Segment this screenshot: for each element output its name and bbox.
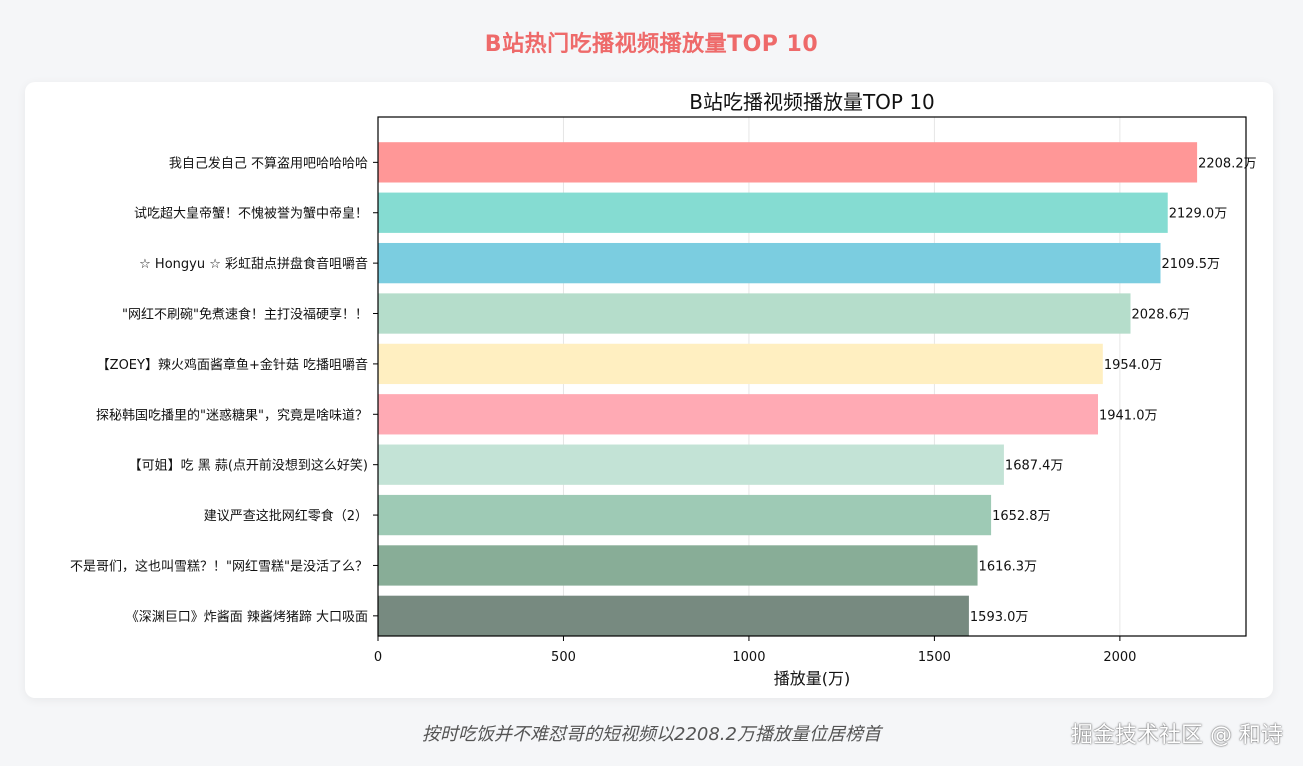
- data-label: 1616.3万: [979, 559, 1037, 574]
- page-title: B站热门吃播视频播放量TOP 10: [484, 32, 819, 57]
- chart-card: 2208.2万 我自己发自己 不算盗用吧哈哈哈哈 2129.0万 试吃超大皇帝蟹！不愧…: [25, 82, 1273, 698]
- category-label: 不是哥们，这也叫雪糕？！"网红雪糕"是没活了么？: [70, 558, 368, 574]
- chart-title: B站吃播视频播放量TOP 10: [689, 90, 935, 114]
- bar: [378, 142, 1198, 183]
- bar: [378, 444, 1004, 485]
- x-axis-label: 播放量(万): [774, 669, 851, 688]
- data-label: 1954.0万: [1104, 358, 1163, 373]
- category-label: 《深渊巨口》炸酱面 辣酱烤猪蹄 大口吸面: [126, 609, 368, 625]
- bar: [378, 545, 978, 586]
- bar: [378, 293, 1131, 334]
- bar: [378, 343, 1103, 385]
- data-label: 2129.0万: [1169, 207, 1228, 222]
- data-label: 1687.4万: [1005, 459, 1064, 474]
- bar: [378, 494, 992, 536]
- bar: [378, 394, 1098, 435]
- bar-chart: 2208.2万 我自己发自己 不算盗用吧哈哈哈哈 2129.0万 试吃超大皇帝蟹！不愧…: [70, 90, 1257, 688]
- x-tick-label: 2000: [1103, 650, 1136, 665]
- category-label: 【ZOEY】辣火鸡面酱章鱼+金针菇 吃播咀嚼音: [97, 357, 368, 373]
- x-tick-label: 0: [374, 650, 382, 665]
- category-label: 建议严查这批网红零食（2）: [204, 508, 368, 524]
- category-label: 【可姐】吃 黑 蒜(点开前没想到这么好笑): [129, 458, 368, 474]
- category-label: 探秘韩国吃播里的"迷惑糖果"，究竟是啥味道？: [96, 407, 368, 423]
- x-tick-label: 500: [551, 650, 576, 665]
- category-label: 试吃超大皇帝蟹！不愧被誉为蟹中帝皇！: [134, 206, 368, 222]
- chart-caption: 按时吃饭并不难怼哥的短视频以2208.2万播放量位居榜首: [422, 724, 881, 745]
- plot-frame: [377, 116, 1247, 637]
- category-label: "网红不刷碗"免煮速食！主打没福硬享！！: [122, 307, 368, 323]
- data-label: 1652.8万: [992, 509, 1050, 524]
- bar: [378, 595, 969, 636]
- data-label: 2208.2万: [1198, 156, 1257, 171]
- category-label: ☆ Hongyu ☆ 彩虹甜点拼盘食音咀嚼音: [139, 256, 368, 272]
- data-label: 1593.0万: [970, 610, 1029, 625]
- x-tick-label: 1500: [918, 650, 951, 665]
- bar: [378, 242, 1161, 284]
- data-label: 2109.5万: [1161, 257, 1220, 272]
- bar: [378, 192, 1168, 233]
- watermark: 掘金技术社区 @ 和诗: [1071, 723, 1283, 748]
- x-tick-label: 1000: [732, 650, 765, 665]
- data-label: 1941.0万: [1099, 408, 1158, 423]
- data-label: 2028.6万: [1131, 308, 1190, 323]
- category-label: 我自己发自己 不算盗用吧哈哈哈哈: [169, 155, 368, 171]
